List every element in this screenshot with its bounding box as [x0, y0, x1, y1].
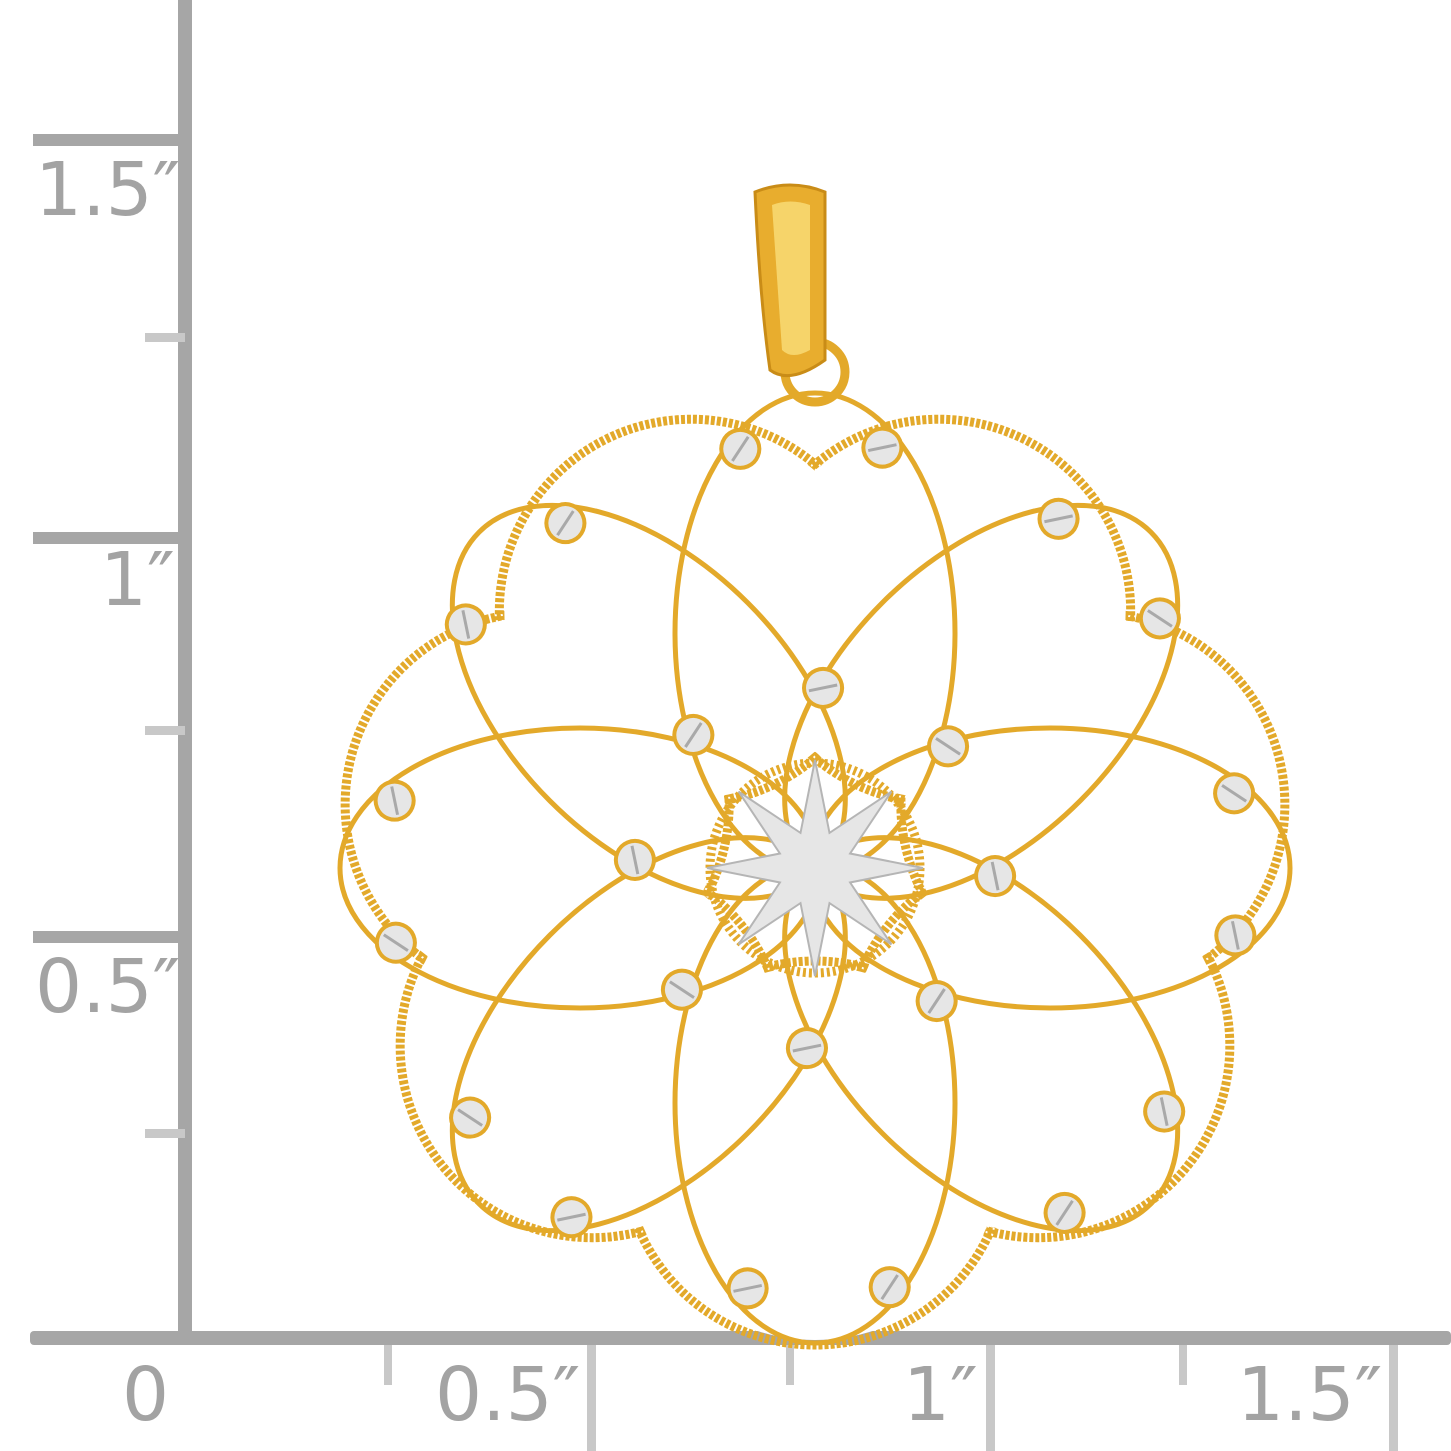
bead — [544, 502, 587, 545]
bead — [802, 666, 845, 709]
tick-major — [33, 931, 185, 943]
ruler-label: 1.5″ — [1237, 1352, 1382, 1438]
bead-facet — [927, 988, 946, 1014]
ruler-label: 0.5″ — [35, 944, 180, 1030]
bead-facet — [461, 610, 471, 639]
bead — [374, 921, 417, 964]
tick-major — [1389, 1345, 1398, 1451]
bead-facet — [1055, 1200, 1074, 1226]
ruler-horizontal-axis — [30, 1331, 1451, 1345]
tick-major — [986, 1345, 995, 1451]
tick-minor — [145, 726, 185, 735]
bead — [373, 779, 416, 822]
bead-facet — [382, 933, 409, 952]
bead — [915, 980, 958, 1023]
pendant-beads — [373, 426, 1257, 1310]
pendant-bail — [753, 183, 850, 407]
bead-facet — [684, 722, 703, 748]
bead — [550, 1196, 593, 1239]
bead-facet — [669, 980, 695, 999]
bead-facet — [1230, 920, 1240, 950]
bead — [444, 603, 487, 646]
ruler-label: 1″ — [100, 537, 175, 623]
bead-facet — [556, 510, 575, 536]
bead-facet — [457, 1108, 483, 1127]
tick-minor — [145, 333, 185, 342]
bead — [785, 1027, 828, 1070]
bead — [613, 838, 656, 881]
bead-facet — [630, 845, 640, 875]
tick-minor — [145, 1129, 185, 1138]
ruler-label: 1″ — [903, 1352, 978, 1438]
tick-major — [33, 134, 185, 146]
bead-facet — [390, 786, 400, 816]
bead-facet — [867, 443, 897, 453]
scallop-fill — [504, 424, 879, 799]
bead — [868, 1266, 911, 1309]
bead-facet — [557, 1212, 586, 1222]
bead-facet — [808, 683, 838, 693]
bead-facet — [880, 1274, 899, 1301]
bead — [1214, 914, 1257, 957]
bead — [861, 426, 904, 469]
bead-facet — [1147, 609, 1173, 628]
tick-minor — [384, 1345, 392, 1385]
ruler-label: 0.5″ — [435, 1352, 580, 1438]
bead — [1138, 597, 1181, 640]
bead-facet — [1159, 1097, 1169, 1126]
tick-minor — [1179, 1345, 1187, 1385]
bead — [1037, 497, 1080, 540]
bead — [974, 855, 1017, 898]
tick-minor — [786, 1345, 794, 1385]
bead-facet — [733, 1283, 763, 1293]
bead — [1043, 1191, 1086, 1234]
bead — [672, 713, 715, 756]
bead-facet — [935, 737, 961, 756]
bead — [719, 427, 762, 470]
bead — [1213, 772, 1256, 815]
bead-facet — [990, 861, 1000, 891]
bead — [1143, 1090, 1186, 1133]
bead — [726, 1267, 769, 1310]
ruler-label: 1.5″ — [35, 147, 180, 233]
ruler-label: 0 — [122, 1352, 169, 1438]
tick-major — [587, 1345, 596, 1451]
tick-major — [33, 532, 185, 544]
bead-facet — [1221, 784, 1248, 803]
bead — [449, 1096, 492, 1139]
bead-facet — [1044, 514, 1073, 524]
bead — [927, 725, 970, 768]
bead — [660, 968, 703, 1011]
bead-facet — [731, 435, 750, 462]
bead-facet — [792, 1043, 822, 1053]
pendant-outer-scallop — [340, 414, 1290, 1350]
center-star — [706, 759, 924, 977]
pendant — [337, 183, 1293, 1350]
